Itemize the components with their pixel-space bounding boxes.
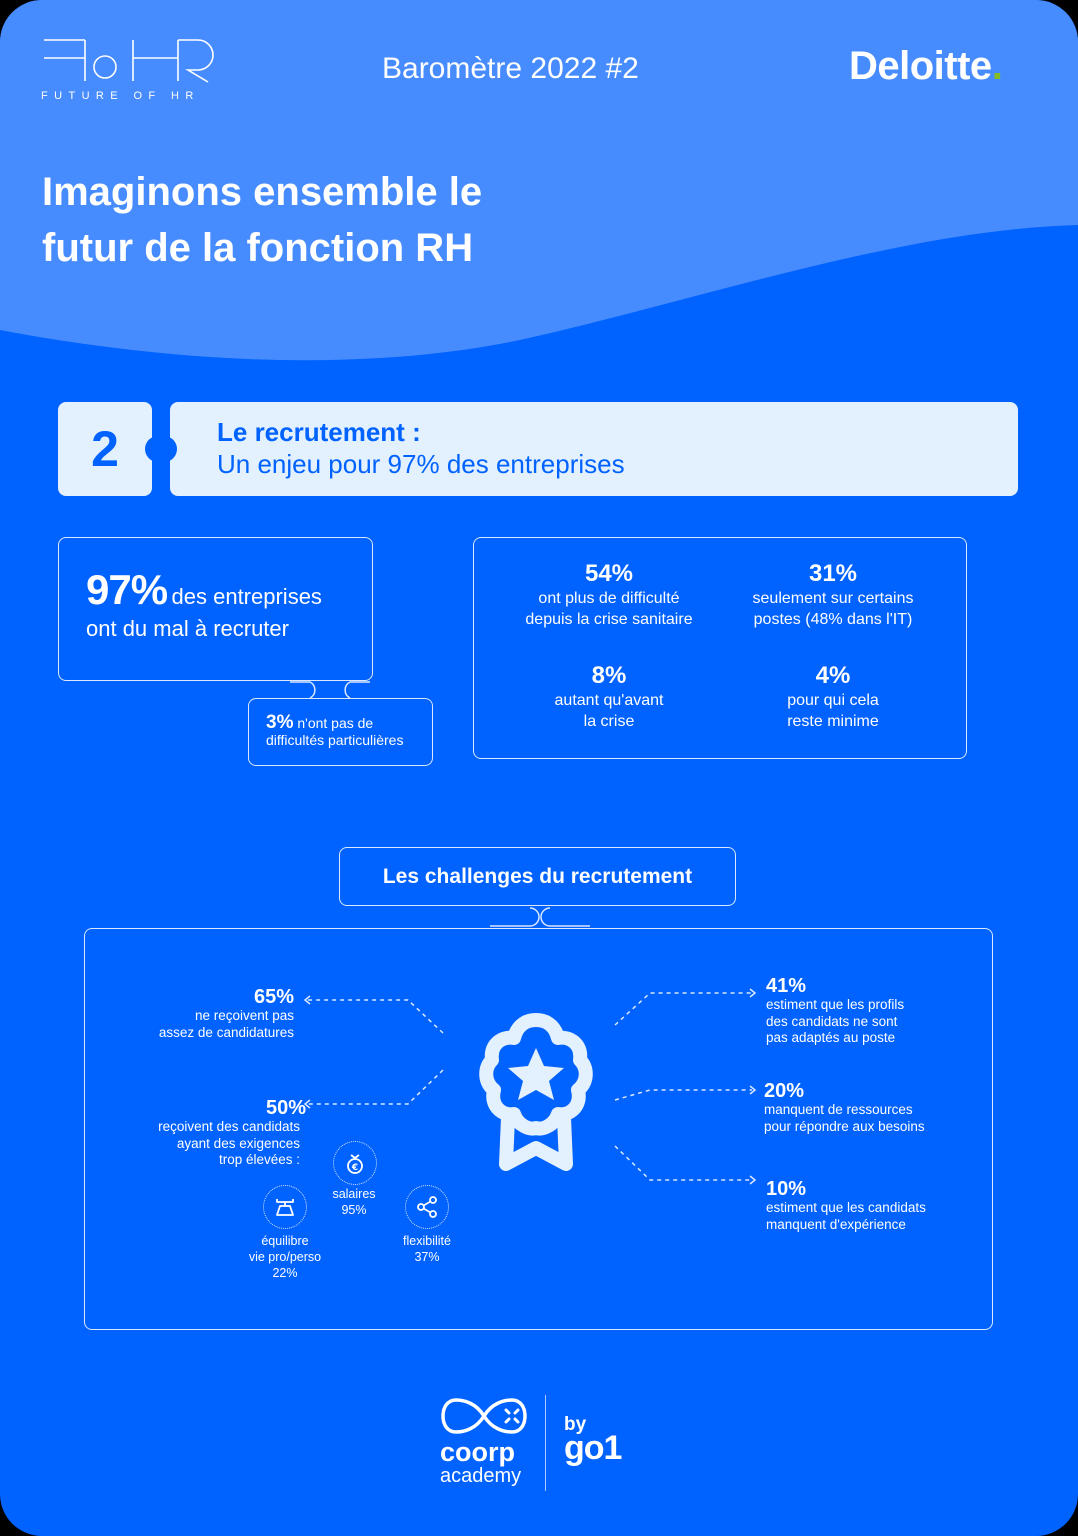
stats-grid: 54% ont plus de difficulté depuis la cri… — [473, 537, 967, 759]
balance-scale-icon — [263, 1185, 307, 1229]
deloitte-logo: Deloitte. — [849, 44, 1003, 88]
connector-loop — [290, 681, 370, 699]
brand-academy: academy — [440, 1465, 522, 1487]
footer-logo: coorp academy by go1 — [437, 1395, 637, 1495]
sub-item-salaires: salaires 95% — [332, 1187, 376, 1217]
challenges-heading: Les challenges du recrutement — [339, 847, 736, 906]
connector-loop — [490, 907, 590, 927]
sub-item-flexibilite: flexibilité 37% — [403, 1234, 451, 1264]
svg-text:€: € — [351, 1163, 358, 1173]
minor-pct: 3% — [266, 712, 294, 733]
headline-pct: 97% — [86, 566, 168, 613]
challenge-item: 10% estiment que les candidats manquent … — [766, 1178, 926, 1232]
barometer-label: Baromètre 2022 #2 — [382, 52, 639, 85]
minor-stat-box: 3% n'ont pas de difficultés particulière… — [248, 698, 433, 766]
coorp-infinity-icon — [441, 1398, 527, 1434]
page-title: Imaginons ensemble le futur de la foncti… — [42, 170, 483, 270]
stat-item: 54% ont plus de difficulté depuis la cri… — [525, 560, 693, 628]
section-title: Le recrutement : — [217, 417, 421, 447]
stat-item: 31% seulement sur certains postes (48% d… — [752, 560, 914, 628]
stat-item: 4% pour qui cela reste minime — [787, 662, 879, 730]
challenge-item: 41% estiment que les profils des candida… — [766, 975, 905, 1045]
fohr-logo-icon — [44, 39, 214, 83]
award-ribbon-star-icon — [479, 1013, 593, 1171]
fohr-subtitle: FUTURE OF HR — [41, 90, 200, 102]
sub-item-equilibre: équilibre vie pro/perso 22% — [248, 1234, 322, 1280]
stat-item: 8% autant qu'avant la crise — [554, 662, 664, 730]
headline-stat-box: 97% des entreprises ont du mal à recrute… — [58, 537, 373, 681]
section-number: 2 — [58, 402, 152, 496]
share-nodes-icon — [405, 1185, 449, 1229]
challenges-box — [84, 928, 993, 1330]
challenge-item: 65% ne reçoivent pas assez de candidatur… — [158, 986, 294, 1040]
deloitte-dot: . — [991, 44, 1003, 88]
header-wave-background — [0, 0, 1078, 361]
brand-go1: go1 — [564, 1429, 622, 1467]
challenge-item: 20% manquent de ressources pour répondre… — [764, 1080, 925, 1134]
footer-by: by — [564, 1414, 587, 1435]
brand-coorp: coorp — [440, 1437, 516, 1467]
footer-divider — [545, 1395, 546, 1491]
money-bag-euro-icon: € — [333, 1141, 377, 1185]
challenge-item: 50% reçoivent des candidats ayant des ex… — [158, 1097, 306, 1167]
section-banner: Le recrutement : Un enjeu pour 97% des e… — [170, 402, 1018, 496]
section-subtitle: Un enjeu pour 97% des entreprises — [217, 449, 625, 479]
banner-notch — [145, 436, 177, 462]
